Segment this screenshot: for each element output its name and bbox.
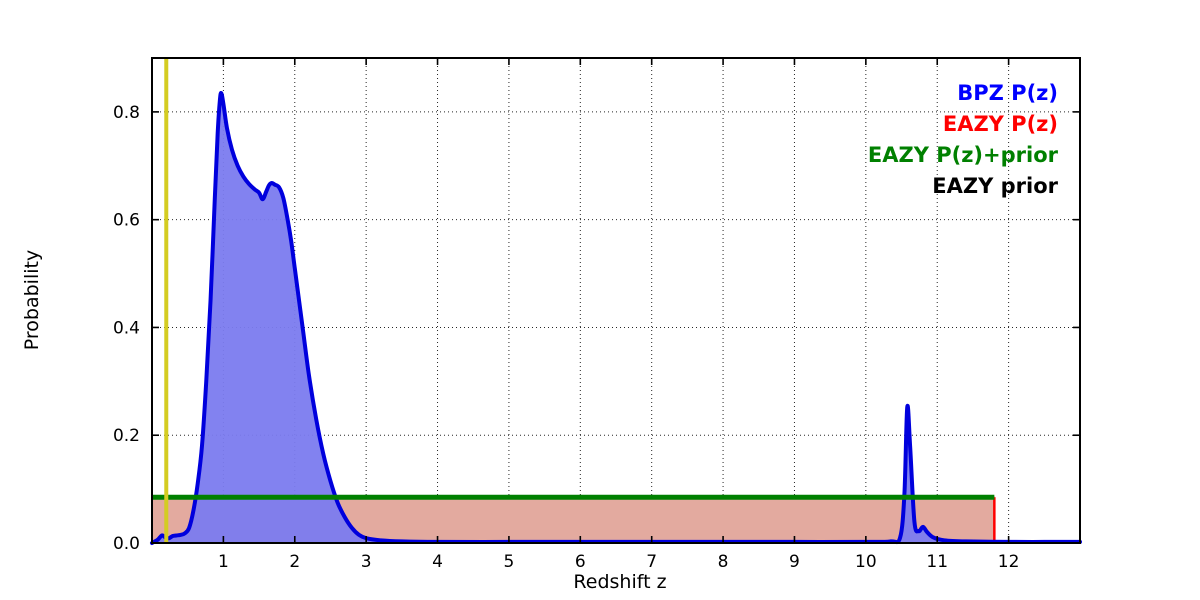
- legend-item-eazy-prior: EAZY prior: [932, 174, 1058, 198]
- x-tick-label: 10: [855, 552, 877, 572]
- y-axis-title: Probability: [21, 250, 43, 350]
- y-tick-label: 0.2: [113, 426, 140, 446]
- y-gridlines: [152, 111, 1080, 436]
- legend-item-eazy-p-z: EAZY P(z): [943, 112, 1058, 136]
- x-axis-title: Redshift z: [573, 571, 666, 593]
- y-axis-ticks: [152, 111, 1080, 544]
- x-tick-label: 9: [789, 552, 800, 572]
- x-axis-ticks: [222, 58, 1010, 543]
- x-tick-label: 8: [718, 552, 729, 572]
- y-tick-label: 0.4: [113, 318, 140, 338]
- x-tick-label: 11: [926, 552, 948, 572]
- x-tick-label: 4: [432, 552, 443, 572]
- y-tick-label: 0.0: [113, 534, 140, 554]
- x-tick-label: 7: [646, 552, 657, 572]
- x-tick-label: 6: [575, 552, 586, 572]
- legend-item-eazy-p-z-prior: EAZY P(z)+prior: [868, 143, 1059, 167]
- y-axis-tick-labels: 0.0 0.2 0.4 0.6 0.8: [113, 103, 140, 554]
- y-tick-label: 0.8: [113, 103, 140, 123]
- bpz-pz-line: [150, 90, 1082, 545]
- x-tick-label: 2: [289, 552, 300, 572]
- x-tick-label: 3: [361, 552, 372, 572]
- x-tick-label: 5: [504, 552, 515, 572]
- x-tick-label: 12: [998, 552, 1020, 572]
- x-tick-label: 1: [218, 552, 229, 572]
- legend: BPZ P(z) EAZY P(z) EAZY P(z)+prior EAZY pri…: [868, 81, 1059, 198]
- axes-frame: [151, 57, 1081, 544]
- y-tick-label: 0.6: [113, 211, 140, 231]
- legend-item-bpz-p-z: BPZ P(z): [957, 81, 1058, 105]
- x-axis-tick-labels: 1 2 3 4 5 6 7 8 9 10 11 12: [218, 552, 1019, 572]
